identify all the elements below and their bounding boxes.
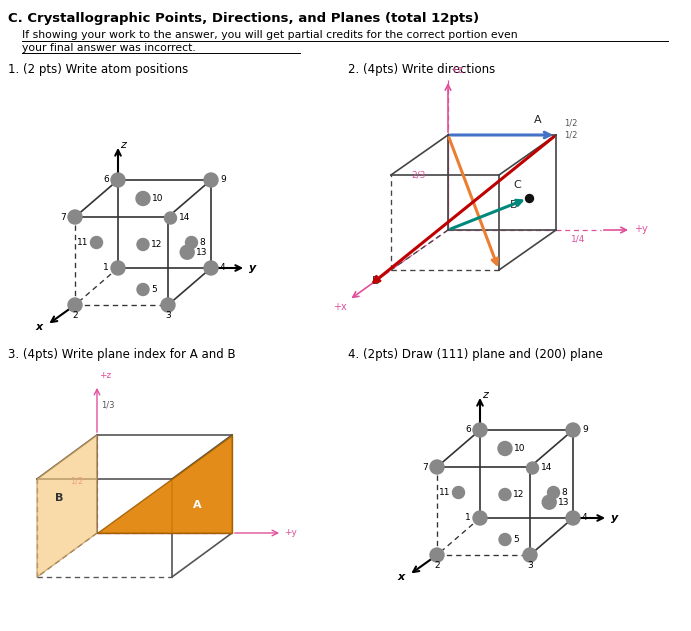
- Text: 4. (2pts) Draw (111) plane and (200) plane: 4. (2pts) Draw (111) plane and (200) pla…: [348, 348, 603, 361]
- Text: 10: 10: [152, 194, 164, 203]
- Circle shape: [566, 511, 580, 525]
- Text: 11: 11: [77, 238, 88, 247]
- Text: 7: 7: [422, 463, 428, 471]
- Circle shape: [180, 245, 194, 259]
- Circle shape: [204, 173, 218, 187]
- Text: your final answer was incorrect.: your final answer was incorrect.: [22, 43, 196, 53]
- Text: 2/3: 2/3: [412, 170, 426, 179]
- Text: 1/2: 1/2: [564, 130, 578, 139]
- Circle shape: [137, 283, 149, 295]
- Text: 10: 10: [514, 444, 525, 453]
- Text: A: A: [193, 500, 201, 510]
- Text: 1. (2 pts) Write atom positions: 1. (2 pts) Write atom positions: [8, 63, 188, 76]
- Text: 3. (4pts) Write plane index for A and B: 3. (4pts) Write plane index for A and B: [8, 348, 236, 361]
- Text: +x: +x: [333, 302, 347, 312]
- Circle shape: [430, 460, 444, 474]
- Text: B: B: [55, 493, 63, 503]
- Text: B: B: [509, 201, 517, 211]
- Text: 1/4: 1/4: [571, 235, 586, 244]
- Text: 5: 5: [513, 535, 519, 544]
- Text: z: z: [120, 140, 126, 150]
- Text: 1: 1: [103, 264, 109, 273]
- Circle shape: [527, 462, 538, 474]
- Text: 8: 8: [200, 238, 205, 247]
- Circle shape: [498, 442, 512, 456]
- Text: +y: +y: [284, 528, 297, 537]
- Circle shape: [499, 488, 511, 500]
- Text: 8: 8: [562, 488, 567, 497]
- Circle shape: [164, 212, 176, 224]
- Circle shape: [547, 487, 560, 498]
- Circle shape: [68, 298, 82, 312]
- Circle shape: [566, 423, 580, 437]
- Text: 1/2: 1/2: [70, 477, 83, 486]
- Circle shape: [499, 533, 511, 546]
- Text: 6: 6: [465, 425, 471, 435]
- Text: 3: 3: [527, 560, 533, 570]
- Circle shape: [161, 298, 175, 312]
- Circle shape: [91, 237, 102, 249]
- Text: x: x: [35, 322, 42, 332]
- Text: If showing your work to the answer, you will get partial credits for the correct: If showing your work to the answer, you …: [22, 30, 518, 40]
- Text: 4: 4: [220, 264, 226, 273]
- Circle shape: [525, 194, 533, 203]
- Text: 6: 6: [103, 175, 109, 184]
- Text: 1/2: 1/2: [564, 118, 578, 127]
- Text: 9: 9: [220, 175, 226, 184]
- Text: 13: 13: [558, 498, 569, 507]
- Text: 14: 14: [178, 213, 190, 223]
- Polygon shape: [97, 435, 232, 533]
- Text: 7: 7: [60, 213, 66, 221]
- Polygon shape: [37, 435, 97, 577]
- Text: 4: 4: [582, 514, 587, 522]
- Circle shape: [137, 239, 149, 251]
- Circle shape: [185, 237, 198, 249]
- Text: 14: 14: [540, 464, 552, 473]
- Text: 11: 11: [439, 488, 451, 497]
- Text: C: C: [513, 179, 521, 189]
- Text: 13: 13: [196, 248, 208, 257]
- Text: y: y: [611, 513, 618, 523]
- Text: +y: +y: [634, 224, 647, 234]
- Circle shape: [204, 261, 218, 275]
- Text: 1: 1: [465, 514, 471, 522]
- Circle shape: [136, 191, 150, 206]
- Circle shape: [68, 210, 82, 224]
- Text: 5: 5: [151, 285, 157, 294]
- Text: 9: 9: [582, 425, 588, 435]
- Text: 3: 3: [165, 310, 171, 319]
- Text: +z: +z: [99, 371, 111, 380]
- Text: z: z: [482, 390, 488, 400]
- Text: 2: 2: [72, 310, 78, 319]
- Text: 12: 12: [513, 490, 524, 499]
- Circle shape: [111, 173, 125, 187]
- Circle shape: [430, 548, 444, 562]
- Text: D: D: [372, 276, 381, 286]
- Text: x: x: [397, 572, 404, 582]
- Circle shape: [473, 511, 487, 525]
- Circle shape: [453, 487, 464, 498]
- Text: C. Crystallographic Points, Directions, and Planes (total 12pts): C. Crystallographic Points, Directions, …: [8, 12, 479, 25]
- Text: +z: +z: [450, 65, 463, 75]
- Text: 12: 12: [151, 240, 162, 249]
- Circle shape: [523, 548, 537, 562]
- Circle shape: [111, 261, 125, 275]
- Text: y: y: [249, 263, 256, 273]
- Text: A: A: [534, 115, 542, 125]
- Circle shape: [542, 495, 556, 509]
- Text: 1/3: 1/3: [101, 400, 115, 409]
- Circle shape: [473, 423, 487, 437]
- Text: 2: 2: [434, 560, 439, 570]
- Text: 2. (4pts) Write directions: 2. (4pts) Write directions: [348, 63, 495, 76]
